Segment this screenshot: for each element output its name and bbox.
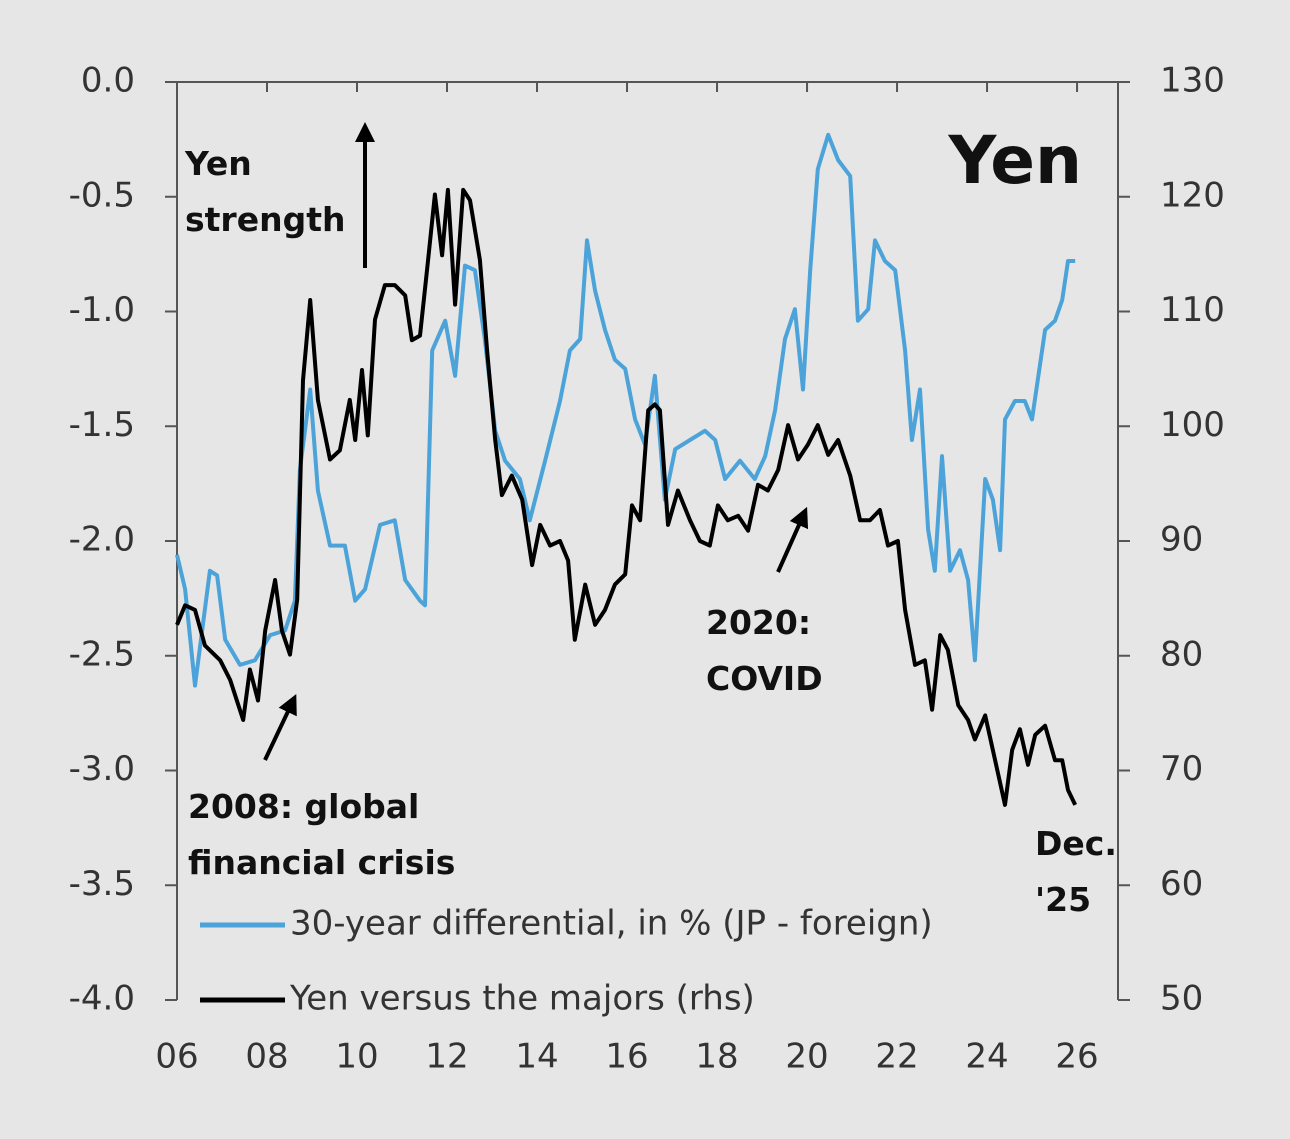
x-tick-label: 18 <box>695 1037 738 1077</box>
y2-tick-label: 110 <box>1160 290 1225 330</box>
legend-label: 30-year differential, in % (JP - foreign… <box>290 904 933 944</box>
annotation-line: strength <box>185 200 345 239</box>
x-tick-label: 20 <box>785 1037 828 1077</box>
y-tick-label: 0.0 <box>81 61 135 101</box>
annotation-line: '25 <box>1035 880 1091 919</box>
annotation-line: COVID <box>706 659 823 698</box>
y-tick-label: -1.0 <box>69 290 135 330</box>
legend-label: Yen versus the majors (rhs) <box>289 979 755 1019</box>
y2-tick-label: 50 <box>1160 979 1203 1019</box>
x-tick-label: 16 <box>605 1037 648 1077</box>
annotation-line: 2008: global <box>188 787 419 826</box>
y2-tick-label: 60 <box>1160 864 1203 904</box>
y-tick-label: -3.0 <box>69 749 135 789</box>
y-tick-label: -3.5 <box>69 864 135 904</box>
y-tick-label: -4.0 <box>69 979 135 1019</box>
arrow <box>776 506 809 573</box>
annotation: Yen strength <box>184 144 345 239</box>
x-tick-label: 14 <box>515 1037 558 1077</box>
x-tick-label: 06 <box>155 1037 198 1077</box>
x-tick-label: 24 <box>965 1037 1008 1077</box>
series-line <box>175 187 1078 807</box>
chart-title: Yen <box>948 122 1082 199</box>
x-tick-label: 26 <box>1055 1037 1098 1077</box>
annotation-line: Dec. <box>1035 824 1117 863</box>
y-tick-label: -0.5 <box>69 175 135 215</box>
y2-tick-label: 130 <box>1160 61 1225 101</box>
annotation-line: 2020: <box>706 603 811 642</box>
y-tick-label: -1.5 <box>69 405 135 445</box>
x-tick-label: 08 <box>245 1037 288 1077</box>
annotation-line: Yen <box>184 144 252 183</box>
y-tick-label: -2.0 <box>69 520 135 560</box>
y2-tick-label: 100 <box>1160 405 1225 445</box>
y-tick-label: -2.5 <box>69 634 135 674</box>
x-tick-label: 10 <box>335 1037 378 1077</box>
annotation: 2008: global financial crisis <box>188 787 455 882</box>
y2-tick-label: 80 <box>1160 634 1203 674</box>
annotation: 2020: COVID <box>706 603 823 698</box>
x-tick-label: 12 <box>425 1037 468 1077</box>
y2-tick-label: 90 <box>1160 520 1203 560</box>
arrow <box>263 693 297 761</box>
annotation: Dec. '25 <box>1035 824 1117 919</box>
y2-tick-label: 70 <box>1160 749 1203 789</box>
y2-tick-label: 120 <box>1160 175 1225 215</box>
plot-area <box>175 132 1078 807</box>
x-tick-label: 22 <box>875 1037 918 1077</box>
annotation-line: financial crisis <box>188 843 455 882</box>
